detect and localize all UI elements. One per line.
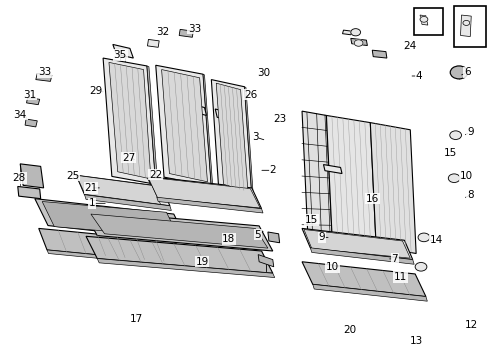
Text: 10: 10: [325, 262, 338, 272]
Polygon shape: [267, 232, 279, 243]
Text: 23: 23: [272, 114, 285, 124]
Text: 8: 8: [466, 190, 472, 200]
Polygon shape: [203, 74, 212, 187]
Text: 22: 22: [149, 170, 162, 180]
Text: 30: 30: [257, 68, 270, 78]
Polygon shape: [109, 62, 151, 179]
Polygon shape: [312, 284, 427, 301]
Polygon shape: [342, 30, 351, 35]
Text: 2: 2: [269, 165, 276, 175]
Polygon shape: [47, 250, 184, 267]
Circle shape: [353, 40, 362, 46]
Circle shape: [417, 233, 429, 242]
Text: 9: 9: [466, 127, 472, 137]
Circle shape: [449, 66, 467, 79]
Circle shape: [419, 17, 427, 22]
Text: 29: 29: [89, 86, 102, 96]
Text: 17: 17: [129, 314, 142, 324]
Circle shape: [350, 29, 360, 36]
Polygon shape: [84, 195, 171, 211]
Text: 25: 25: [66, 171, 80, 181]
Text: 7: 7: [390, 254, 397, 264]
Text: 6: 6: [463, 67, 469, 77]
Text: 24: 24: [403, 41, 416, 51]
Text: 3: 3: [251, 132, 258, 142]
Polygon shape: [147, 176, 261, 209]
Polygon shape: [323, 165, 341, 174]
Polygon shape: [36, 73, 52, 81]
Polygon shape: [161, 69, 207, 182]
FancyBboxPatch shape: [413, 8, 443, 35]
Polygon shape: [86, 236, 272, 273]
Polygon shape: [326, 116, 375, 246]
Polygon shape: [156, 65, 211, 186]
Text: 12: 12: [464, 320, 477, 330]
Text: 33: 33: [38, 67, 51, 77]
Polygon shape: [97, 258, 274, 278]
Polygon shape: [103, 58, 156, 184]
Text: 15: 15: [443, 148, 456, 158]
Circle shape: [414, 262, 426, 271]
Polygon shape: [302, 228, 412, 260]
Polygon shape: [25, 119, 37, 127]
Polygon shape: [216, 83, 247, 192]
Polygon shape: [302, 111, 331, 241]
Polygon shape: [350, 39, 366, 45]
Text: 5: 5: [254, 230, 261, 239]
Text: 35: 35: [113, 50, 126, 60]
Text: 21: 21: [84, 183, 97, 193]
Text: 31: 31: [23, 90, 37, 100]
Text: 13: 13: [408, 336, 422, 346]
Polygon shape: [244, 87, 253, 196]
Polygon shape: [179, 30, 193, 37]
Text: 18: 18: [222, 234, 235, 244]
Polygon shape: [147, 66, 158, 185]
Text: 33: 33: [188, 24, 201, 34]
Polygon shape: [148, 177, 260, 208]
Polygon shape: [26, 98, 40, 105]
Text: 9: 9: [318, 232, 324, 242]
Polygon shape: [419, 15, 427, 25]
Polygon shape: [215, 109, 230, 121]
Polygon shape: [211, 80, 251, 195]
Polygon shape: [147, 40, 159, 47]
Text: 14: 14: [428, 235, 442, 245]
Text: 4: 4: [415, 71, 422, 81]
Polygon shape: [186, 103, 206, 116]
Polygon shape: [157, 197, 263, 213]
FancyBboxPatch shape: [453, 6, 485, 47]
Circle shape: [462, 21, 469, 26]
Polygon shape: [76, 175, 160, 204]
Polygon shape: [18, 186, 41, 199]
Polygon shape: [39, 228, 183, 263]
Text: 16: 16: [365, 194, 378, 204]
Polygon shape: [304, 229, 409, 258]
Polygon shape: [371, 50, 386, 58]
Circle shape: [449, 131, 461, 139]
Polygon shape: [302, 262, 425, 297]
Text: 27: 27: [122, 153, 135, 163]
Polygon shape: [20, 164, 43, 188]
Polygon shape: [258, 255, 273, 267]
Polygon shape: [113, 44, 133, 58]
Polygon shape: [310, 248, 413, 264]
Circle shape: [447, 174, 459, 183]
Text: 34: 34: [14, 110, 27, 120]
Polygon shape: [369, 123, 415, 253]
Text: 10: 10: [459, 171, 472, 181]
Text: 11: 11: [393, 272, 407, 282]
Polygon shape: [35, 199, 186, 241]
Text: 32: 32: [156, 27, 169, 37]
Text: 28: 28: [13, 173, 26, 183]
Polygon shape: [91, 214, 267, 248]
Polygon shape: [76, 175, 169, 206]
Text: 1: 1: [89, 198, 96, 208]
Polygon shape: [42, 202, 178, 237]
Text: 20: 20: [342, 325, 355, 335]
Polygon shape: [460, 15, 470, 37]
Text: 19: 19: [195, 257, 208, 267]
Polygon shape: [83, 211, 272, 251]
Text: 26: 26: [244, 90, 257, 100]
Text: 15: 15: [305, 215, 318, 225]
